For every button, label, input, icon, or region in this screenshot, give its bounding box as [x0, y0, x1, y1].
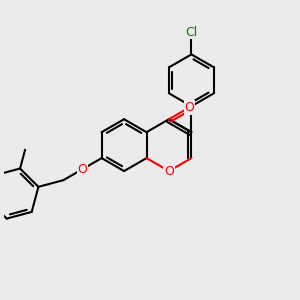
Text: O: O — [164, 165, 174, 178]
Text: O: O — [78, 163, 88, 176]
Text: Cl: Cl — [185, 26, 198, 39]
Text: O: O — [184, 101, 194, 114]
